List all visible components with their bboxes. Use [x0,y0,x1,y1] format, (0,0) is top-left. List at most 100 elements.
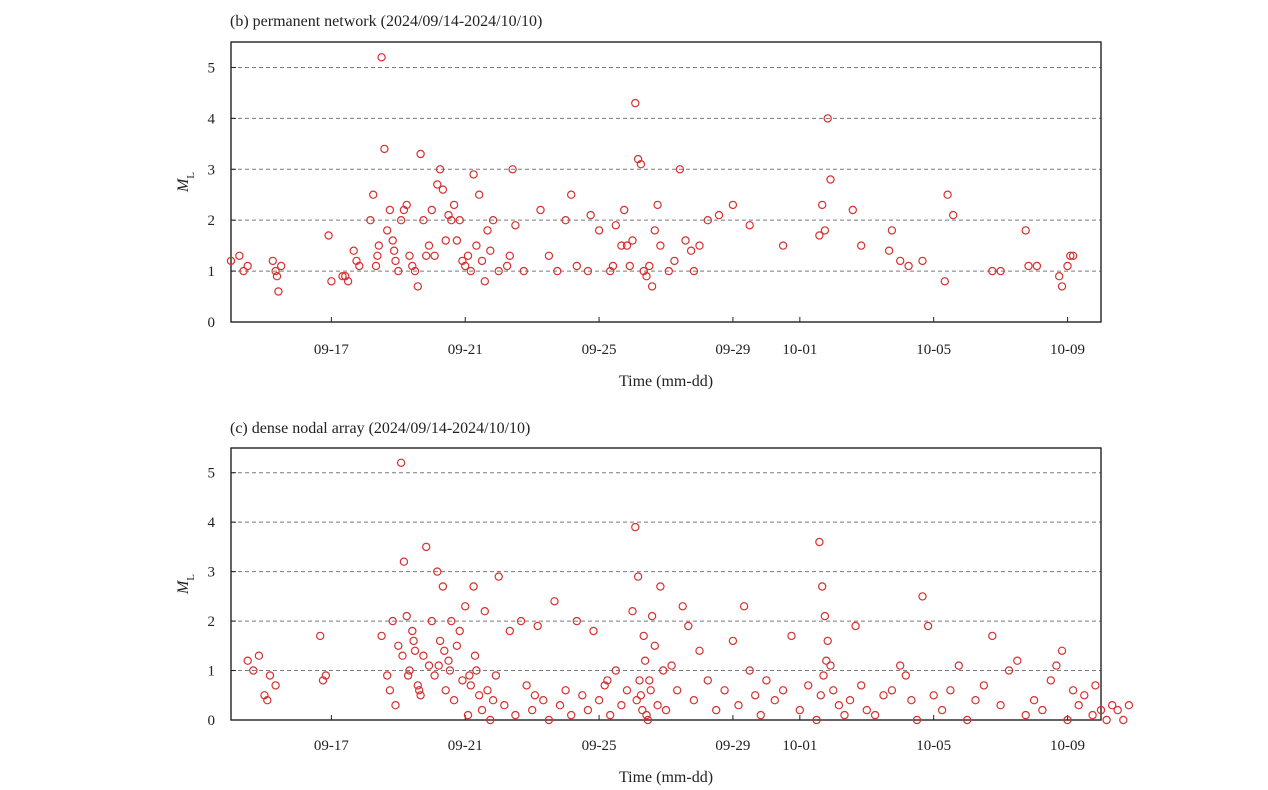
data-point [505,626,514,636]
data-point [820,611,830,621]
data-point [555,701,565,710]
data-point [640,656,650,665]
data-point [483,226,492,235]
data-point [544,251,554,260]
data-point [646,686,655,695]
data-point [857,241,866,250]
data-point [603,676,612,685]
data-point [1046,676,1056,685]
data-point [943,190,952,199]
data-point [472,666,481,675]
data-point [656,582,665,591]
data-point [235,251,244,260]
data-point [770,696,780,705]
data-point [271,681,280,690]
data-point [675,165,685,174]
data-point [445,666,455,675]
data-point [647,282,657,291]
data-point [249,666,258,675]
data-point [391,701,400,710]
data-point [918,256,927,266]
y-tick-label: 3 [208,162,216,178]
data-point [1107,701,1117,710]
data-point [611,221,621,230]
data-point [536,205,545,215]
data-point [463,251,473,260]
y-tick-label: 1 [208,664,216,680]
data-point [645,676,654,685]
data-point [703,215,713,225]
data-point [714,210,724,220]
data-point [963,715,972,725]
data-point [458,676,467,685]
data-point [703,676,713,685]
data-point [338,272,347,281]
x-tick-label: 10-09 [1050,738,1085,754]
data-point [650,641,660,651]
data-point [586,210,595,220]
data-point [398,651,407,660]
data-point [650,226,660,235]
data-point [377,631,386,641]
data-point [1004,666,1014,675]
data-point [695,646,704,656]
x-tick-labels: 09-17 09-21 09-25 09-29 10-01 10-05 10-09 [314,715,1085,754]
data-point [845,696,855,705]
data-point [408,261,417,271]
data-point [268,256,277,266]
data-point [940,277,950,286]
x-tick-label: 10-09 [1050,342,1085,358]
data-point [606,710,615,720]
data-point [923,621,933,631]
data-point [820,226,830,235]
data-point [475,691,484,700]
x-tick-label: 10-01 [782,342,817,358]
data-point [374,241,383,250]
data-point [632,696,641,705]
data-point [385,686,395,695]
data-point [383,226,392,235]
data-point [1029,696,1039,705]
data-point [396,215,406,225]
data-point [409,636,418,646]
data-point [260,691,269,700]
data-point [1063,261,1072,271]
x-tick-label: 09-21 [448,738,483,754]
data-point [440,646,449,656]
y-tick-label: 3 [208,565,216,581]
data-point [561,215,570,225]
data-point [402,200,411,210]
data-point [826,661,835,670]
data-point [491,671,501,680]
data-point [812,715,821,725]
y-tick-label: 4 [208,515,216,531]
data-point [594,696,604,705]
data-point [511,221,520,230]
data-point [904,261,913,271]
data-point [946,686,955,695]
data-point [463,710,473,720]
data-point [840,710,849,720]
data-point [271,266,280,276]
y-tick-label: 5 [208,60,216,76]
data-point [403,671,413,680]
data-point [631,522,640,532]
data-point [486,715,495,725]
data-point [533,621,542,631]
y-axis-label: ML [175,172,197,193]
data-point [544,715,554,725]
y-tick-labels: 0 1 2 3 4 5 [208,60,236,331]
data-point [656,241,665,250]
data-point [673,686,682,695]
data-point [416,691,425,700]
data-point [394,266,403,276]
data-point [318,676,328,685]
x-tick-label: 09-17 [314,738,349,754]
x-tick-label: 09-29 [715,342,750,358]
data-point [511,710,520,720]
data-point [728,200,738,210]
data-point [494,572,503,581]
data-point [653,701,662,710]
data-point [848,205,858,215]
data-point [434,661,443,670]
